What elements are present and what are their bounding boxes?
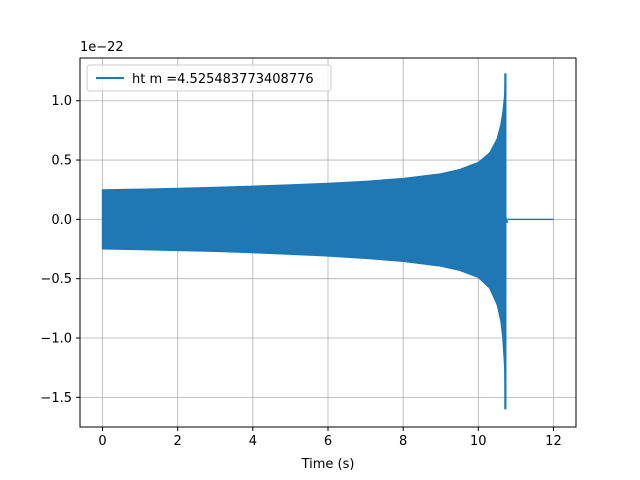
y-tick-label: −1.5 bbox=[40, 391, 72, 406]
series-layer bbox=[101, 73, 554, 410]
series-envelope bbox=[102, 73, 506, 410]
x-tick-label: 2 bbox=[174, 434, 182, 449]
y-tick-label: −0.5 bbox=[40, 272, 72, 287]
x-tick-label: 10 bbox=[470, 434, 487, 449]
y-tick-label: 0.5 bbox=[51, 154, 72, 169]
x-tick-label: 4 bbox=[249, 434, 257, 449]
x-axis: 0 2 4 6 8 10 12 bbox=[98, 427, 562, 449]
legend-entry: ht m =4.525483773408776 bbox=[132, 72, 314, 87]
x-tick-label: 0 bbox=[98, 434, 106, 449]
legend: ht m =4.525483773408776 bbox=[86, 64, 332, 92]
x-tick-label: 8 bbox=[399, 434, 407, 449]
x-tick-label: 12 bbox=[545, 434, 562, 449]
y-tick-label: 1.0 bbox=[51, 94, 72, 109]
x-tick-label: 6 bbox=[324, 434, 332, 449]
x-axis-label: Time (s) bbox=[301, 457, 355, 472]
y-tick-label: −1.0 bbox=[40, 332, 72, 347]
y-tick-label: 0.0 bbox=[51, 213, 72, 228]
y-offset-label: 1e−22 bbox=[80, 40, 124, 55]
legend-box bbox=[86, 64, 332, 92]
ringdown bbox=[504, 215, 509, 224]
y-axis: −1.5 −1.0 −0.5 0.0 0.5 1.0 bbox=[40, 94, 80, 406]
